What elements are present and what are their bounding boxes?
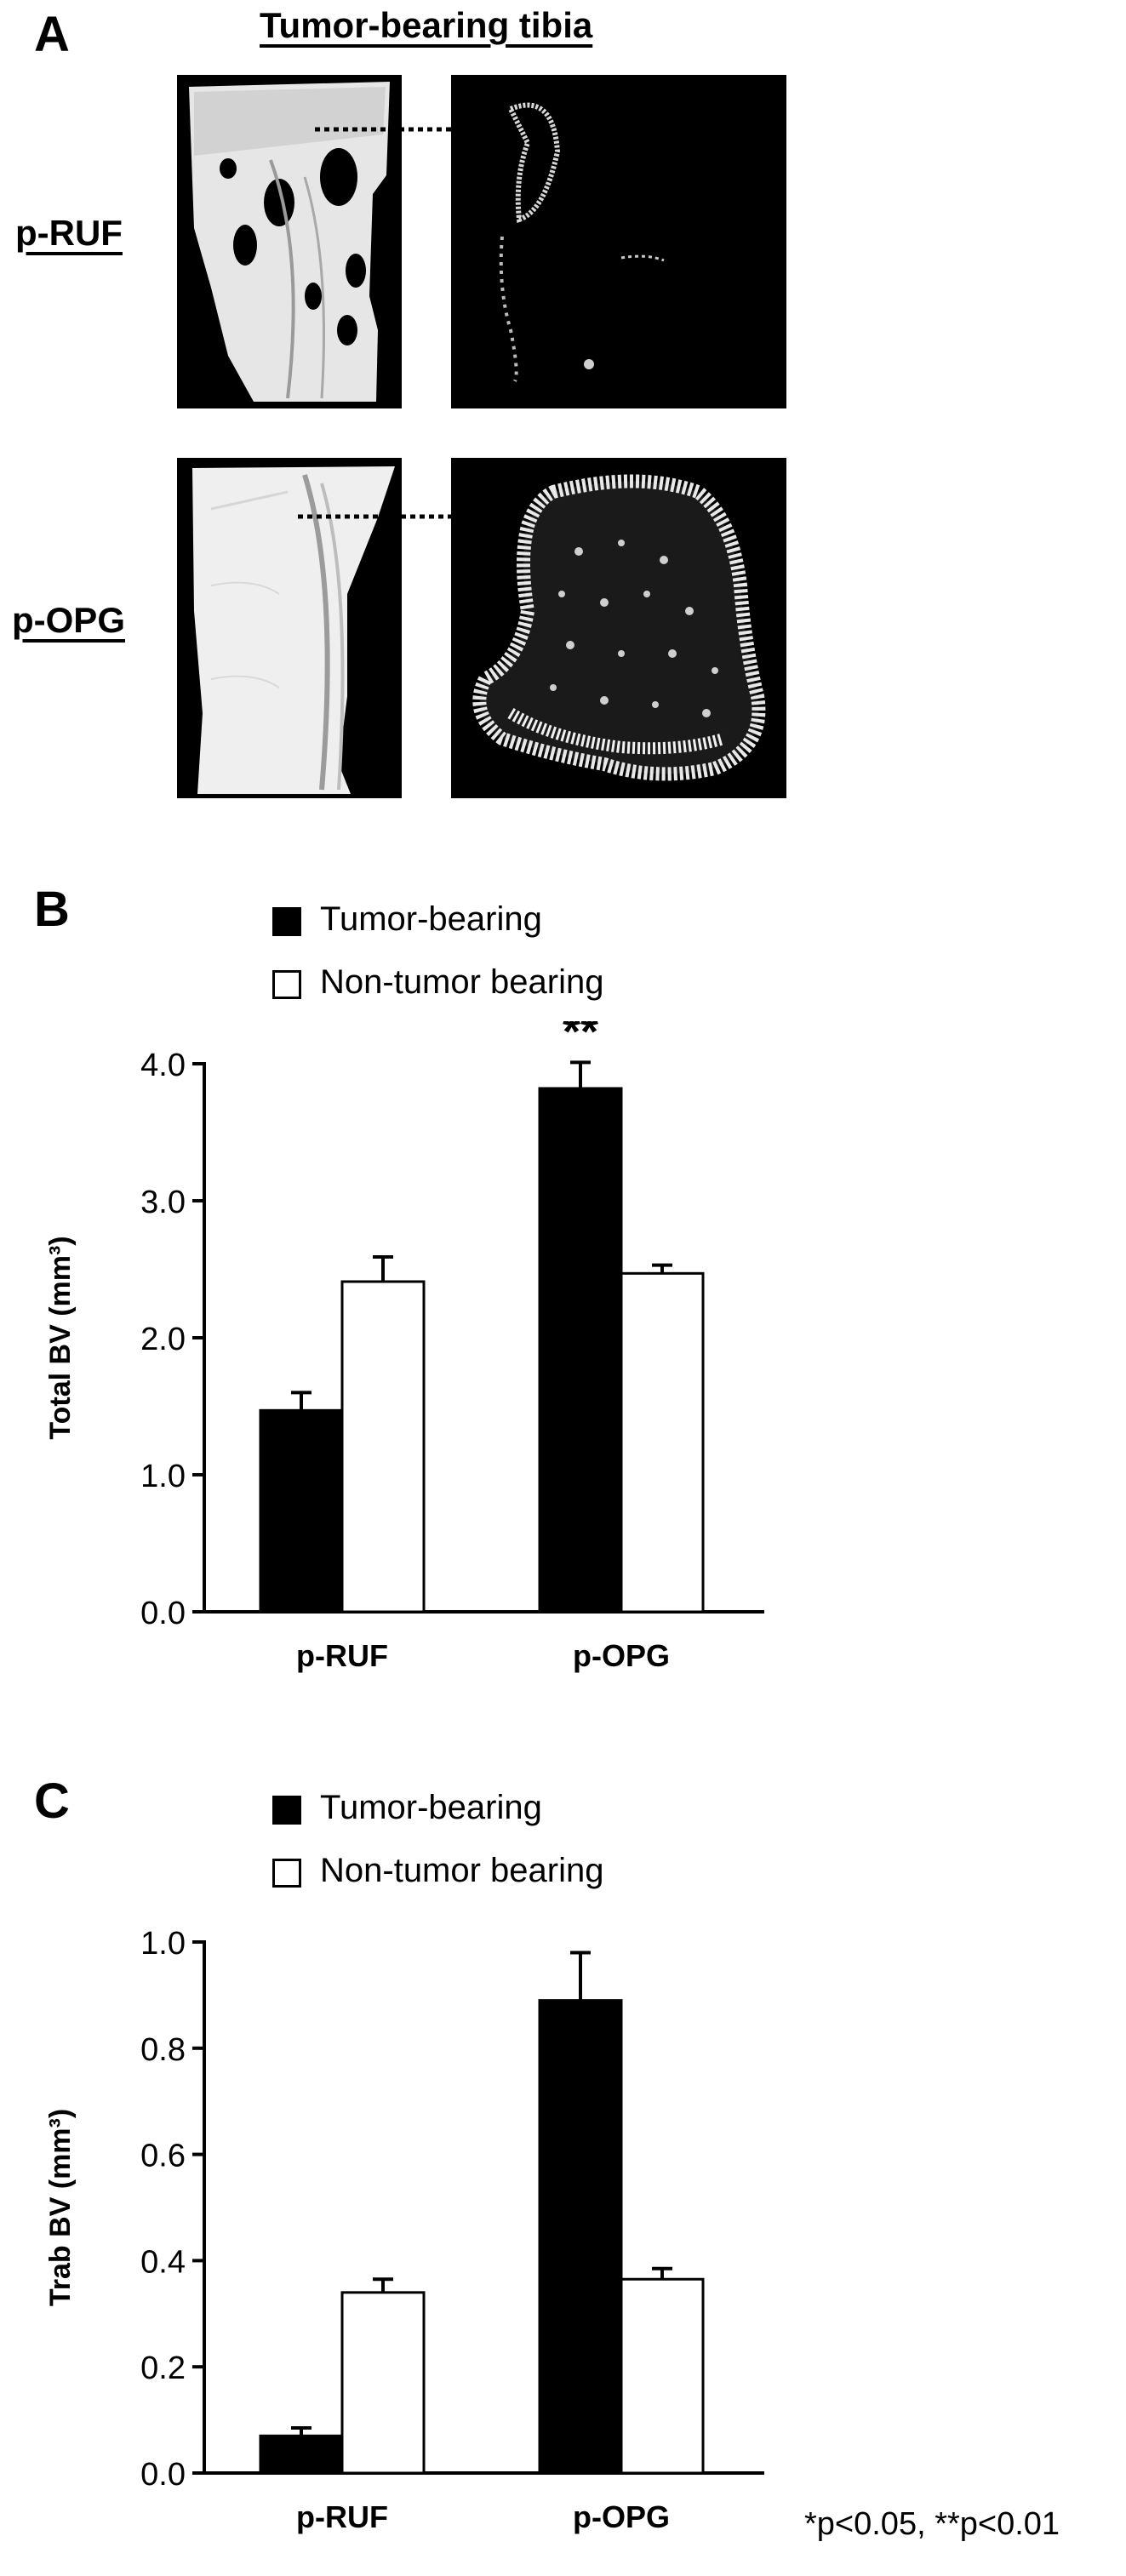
- opg-cross-section-graphic: [451, 458, 786, 798]
- chart-b-y-axis-label: Total BV (mm³): [44, 1236, 77, 1439]
- panel-a-letter: A: [34, 7, 70, 62]
- chart-c-trab-bv: 0.0 0.2 0.4 0.6 0.8 1.0 Trab BV (mm³) p-RUF p-OP…: [44, 1926, 764, 2534]
- chart-c-x-tick-label: p-OPG: [573, 2499, 670, 2534]
- chart-b-y-tick-label: 4.0: [140, 1048, 186, 1083]
- chart-b-significance-annotation: **: [563, 1021, 598, 1057]
- opg-cross-section-image: [451, 458, 786, 798]
- chart-c-y-tick-label: 0.2: [140, 2350, 186, 2386]
- chart-b-bar-p-ruf-nontumor: [340, 1280, 426, 1614]
- chart-b-y-tick-label: 2.0: [140, 1322, 186, 1357]
- opg-dotted-connector: [298, 514, 451, 519]
- legend-swatch-tumor-b: [272, 907, 301, 936]
- chart-c-bar-p-ruf-nontumor: [340, 2291, 426, 2475]
- legend-swatch-tumor-c: [272, 1796, 301, 1825]
- legend-swatch-nontumor-b: [272, 970, 301, 999]
- panel-c-letter: C: [34, 1773, 70, 1829]
- chart-c-bar-p-ruf-tumor: [259, 2434, 344, 2475]
- chart-c-x-tick-label: p-RUF: [296, 2499, 388, 2534]
- chart-b-y-tick-label: 3.0: [140, 1185, 186, 1220]
- panel-b-letter: B: [34, 882, 70, 937]
- ruf-cross-section-graphic: [451, 75, 786, 408]
- chart-b-x-tick-label: p-OPG: [573, 1638, 670, 1673]
- panel-a-row-label-opg: p-OPG: [12, 600, 125, 640]
- opg-3d-bone-graphic: [177, 458, 402, 798]
- chart-c-y-tick-label: 0.6: [140, 2139, 186, 2174]
- chart-b-y-tick-label: 0.0: [140, 1596, 186, 1631]
- legend-label-nontumor-b: Non-tumor bearing: [320, 963, 604, 1001]
- chart-c-bar-p-opg-tumor: [538, 1999, 623, 2475]
- ruf-dotted-connector: [315, 127, 451, 132]
- ruf-cross-section-image: [451, 75, 786, 408]
- panel-a-title: Tumor-bearing tibia: [260, 5, 593, 45]
- legend-label-tumor-c: Tumor-bearing: [320, 1789, 542, 1826]
- chart-b-bar-p-opg-nontumor: [620, 1271, 705, 1614]
- chart-c-bar-p-opg-nontumor: [620, 2277, 705, 2475]
- ruf-3d-bone-image: [177, 75, 402, 408]
- chart-c-y-tick-label: 0.4: [140, 2244, 186, 2280]
- chart-b-y-tick-label: 1.0: [140, 1459, 186, 1494]
- significance-footnote: *p<0.05, **p<0.01: [804, 2506, 1060, 2542]
- chart-b-x-tick-label: p-RUF: [296, 1638, 388, 1673]
- chart-c-y-tick-label: 1.0: [140, 1926, 186, 1962]
- chart-b-bar-p-opg-tumor: [538, 1087, 623, 1614]
- panel-a-row-label-ruf: p-RUF: [15, 213, 123, 253]
- chart-b-total-bv: 0.0 1.0 2.0 3.0 4.0 Total BV (mm³) p-RUF p-OPG *…: [44, 1021, 764, 1673]
- chart-c-y-tick-label: 0.0: [140, 2457, 186, 2493]
- chart-c-y-tick-label: 0.8: [140, 2032, 186, 2068]
- ruf-3d-bone-graphic: [177, 75, 402, 408]
- chart-c-y-axis-label: Trab BV (mm³): [44, 2109, 77, 2306]
- opg-3d-bone-image: [177, 458, 402, 798]
- legend-label-tumor-b: Tumor-bearing: [320, 900, 542, 938]
- legend-label-nontumor-c: Non-tumor bearing: [320, 1852, 604, 1889]
- legend-swatch-nontumor-c: [272, 1859, 301, 1888]
- chart-b-bar-p-ruf-tumor: [259, 1408, 344, 1614]
